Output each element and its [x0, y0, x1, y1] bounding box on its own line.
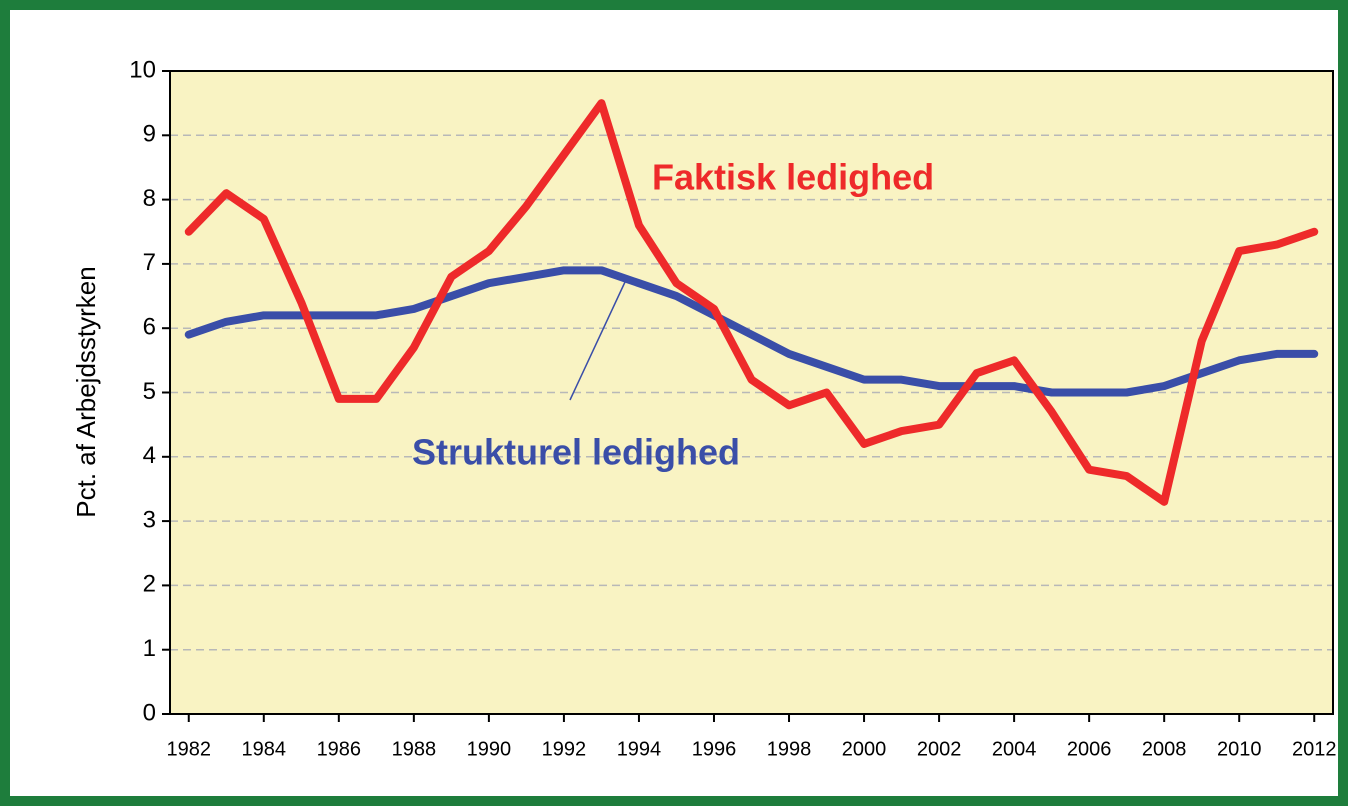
series-label: Faktisk ledighed — [652, 157, 934, 198]
series-line — [184, 266, 1319, 397]
y-tick-label: 2 — [143, 571, 156, 598]
y-tick-label: 8 — [143, 185, 156, 212]
y-tick-label: 10 — [129, 56, 156, 83]
y-tick-label: 7 — [143, 249, 156, 276]
x-tick-label: 1990 — [467, 738, 512, 760]
x-tick-label: 2006 — [1067, 738, 1112, 760]
x-tick-label: 2008 — [1142, 738, 1187, 760]
series-label: Strukturel ledighed — [412, 432, 740, 473]
y-tick-label: 0 — [143, 699, 156, 726]
x-tick-label: 1984 — [242, 738, 287, 760]
x-tick-label: 1986 — [317, 738, 362, 760]
annotation-line — [569, 281, 626, 401]
y-tick-label: 9 — [143, 121, 156, 148]
y-tick-label: 5 — [143, 378, 156, 405]
x-tick-label: 2004 — [992, 738, 1037, 760]
x-tick-label: 2010 — [1217, 738, 1262, 760]
x-tick-label: 1988 — [392, 738, 437, 760]
y-tick-label: 1 — [143, 635, 156, 662]
series-line — [184, 99, 1319, 506]
x-tick-label: 1998 — [767, 738, 812, 760]
x-tick-label: 1982 — [167, 738, 212, 760]
x-tick-label: 2000 — [842, 738, 887, 760]
y-tick-label: 3 — [143, 506, 156, 533]
y-axis-label: Pct. af Arbejdsstyrken — [71, 266, 101, 517]
x-tick-label: 1994 — [617, 738, 662, 760]
x-tick-label: 1992 — [542, 738, 587, 760]
x-tick-label: 2002 — [917, 738, 962, 760]
x-tick-label: 2012 — [1292, 738, 1337, 760]
y-tick-label: 6 — [143, 314, 156, 341]
x-tick-label: 1996 — [692, 738, 737, 760]
y-tick-label: 4 — [143, 442, 156, 469]
